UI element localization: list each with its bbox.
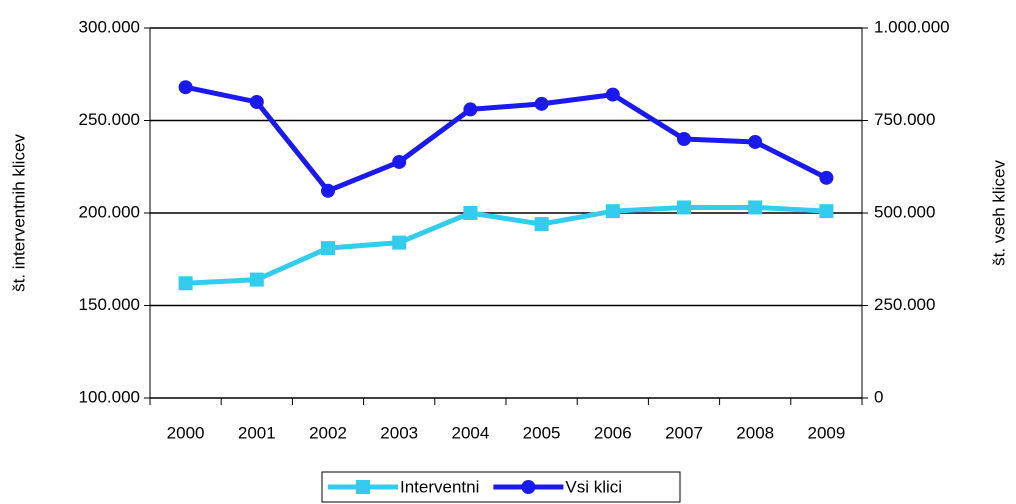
data-point xyxy=(249,272,264,287)
x-tick-label: 2001 xyxy=(238,423,276,442)
data-point xyxy=(748,134,763,149)
y2-tick-label: 1.000.000 xyxy=(874,17,950,36)
series-line xyxy=(185,84,828,194)
data-point xyxy=(534,217,549,232)
data-point xyxy=(178,80,193,95)
x-tick-label: 2005 xyxy=(523,423,561,442)
y-axis-title: št. interventnih klicev xyxy=(9,134,28,292)
x-tick-label: 2002 xyxy=(309,423,347,442)
data-point xyxy=(392,235,407,250)
data-point xyxy=(178,276,193,291)
data-point xyxy=(819,204,834,219)
data-point xyxy=(605,204,620,219)
y2-tick-label: 250.000 xyxy=(874,295,935,314)
data-point xyxy=(463,206,478,220)
data-point xyxy=(748,200,763,215)
data-point xyxy=(321,183,335,198)
series-line xyxy=(185,204,827,286)
y-tick-label: 100.000 xyxy=(79,387,140,406)
data-point xyxy=(677,132,691,146)
y-tick-label: 150.000 xyxy=(79,295,140,314)
legend-marker xyxy=(521,480,536,494)
y2-tick-label: 750.000 xyxy=(874,110,935,129)
data-point xyxy=(534,96,549,111)
y2-tick-label: 500.000 xyxy=(874,202,935,221)
data-point xyxy=(677,200,691,215)
data-point xyxy=(605,87,620,102)
x-tick-label: 2007 xyxy=(665,423,703,442)
x-tick-label: 2006 xyxy=(594,423,632,442)
data-point xyxy=(249,95,264,109)
data-point xyxy=(463,102,478,117)
y2-tick-label: 0 xyxy=(874,387,883,406)
y-tick-label: 200.000 xyxy=(79,202,140,221)
legend-label: Vsi klici xyxy=(565,477,622,496)
legend-label: Interventni xyxy=(400,477,479,496)
x-tick-label: 2008 xyxy=(736,423,774,442)
x-tick-label: 2003 xyxy=(380,423,418,442)
data-point xyxy=(819,170,834,185)
x-tick-label: 2000 xyxy=(167,423,205,442)
data-point xyxy=(392,154,407,169)
data-point xyxy=(321,241,335,256)
x-tick-label: 2004 xyxy=(451,423,489,442)
y-tick-label: 300.000 xyxy=(79,17,140,36)
x-tick-label: 2009 xyxy=(807,423,845,442)
y2-axis-title: št. vseh klicev xyxy=(989,160,1008,266)
legend-marker xyxy=(356,480,370,494)
y-tick-label: 250.000 xyxy=(79,110,140,129)
